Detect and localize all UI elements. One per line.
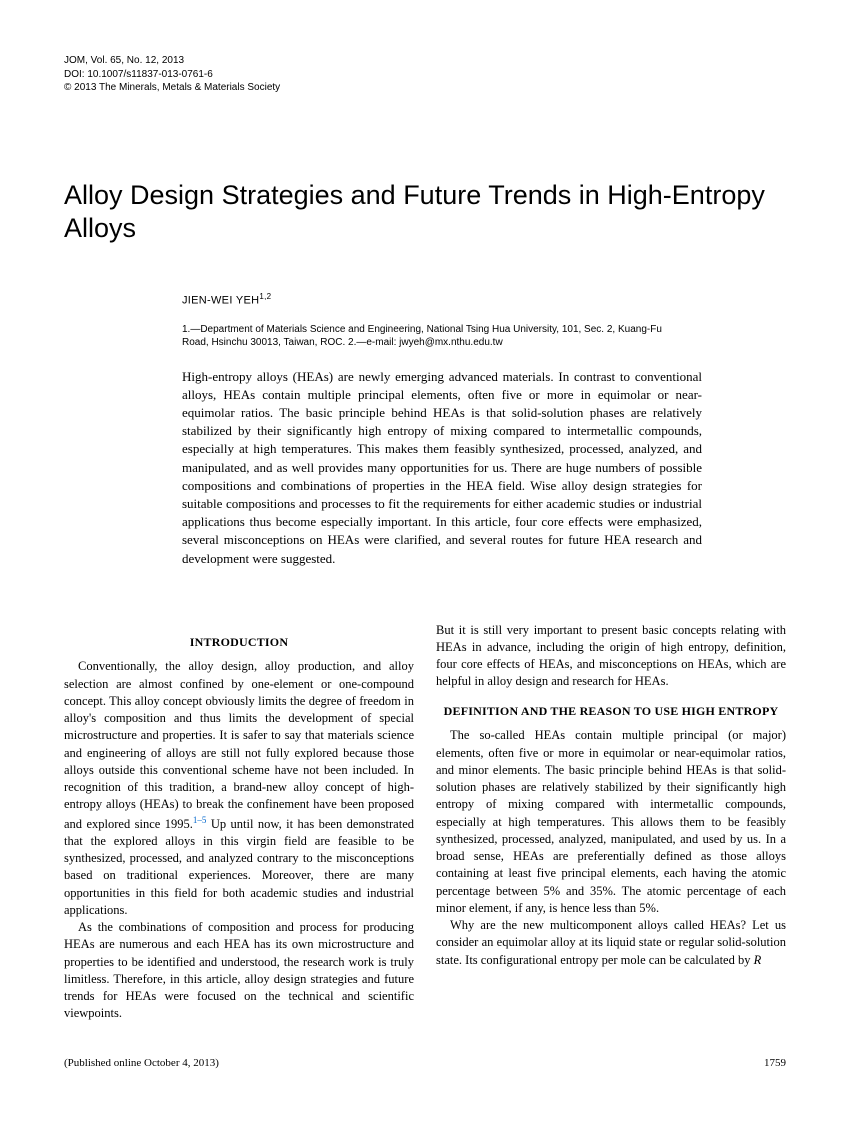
definition-paragraph-2: Why are the new multicomponent alloys ca… [436, 917, 786, 969]
left-column: INTRODUCTION Conventionally, the alloy d… [64, 622, 414, 1023]
author-name: JIEN-WEI YEH [182, 295, 259, 307]
section-heading-introduction: INTRODUCTION [64, 634, 414, 651]
intro-paragraph-1: Conventionally, the alloy design, alloy … [64, 658, 414, 919]
doi-line: DOI: 10.1007/s11837-013-0761-6 [64, 68, 786, 82]
page-footer: (Published online October 4, 2013) 1759 [64, 1057, 786, 1069]
intro-paragraph-continued: But it is still very important to presen… [436, 622, 786, 691]
affiliation-text: 1.—Department of Materials Science and E… [182, 323, 672, 350]
variable-R: R [754, 953, 762, 967]
author-affiliation-sup: 1,2 [259, 292, 271, 301]
page-number: 1759 [764, 1057, 786, 1069]
definition-paragraph-1: The so-called HEAs contain multiple prin… [436, 727, 786, 917]
published-date: (Published online October 4, 2013) [64, 1057, 219, 1069]
right-column: But it is still very important to presen… [436, 622, 786, 1023]
author-line: JIEN-WEI YEH1,2 [182, 292, 786, 307]
copyright-line: © 2013 The Minerals, Metals & Materials … [64, 81, 786, 95]
article-title: Alloy Design Strategies and Future Trend… [64, 179, 786, 247]
body-columns: INTRODUCTION Conventionally, the alloy d… [64, 622, 786, 1023]
citation-1-5: 1–5 [193, 817, 207, 831]
section-heading-definition: DEFINITION AND THE REASON TO USE HIGH EN… [436, 703, 786, 720]
journal-line: JOM, Vol. 65, No. 12, 2013 [64, 54, 786, 68]
journal-meta: JOM, Vol. 65, No. 12, 2013 DOI: 10.1007/… [64, 54, 786, 95]
abstract-text: High-entropy alloys (HEAs) are newly eme… [182, 368, 702, 568]
intro-paragraph-2: As the combinations of composition and p… [64, 919, 414, 1023]
